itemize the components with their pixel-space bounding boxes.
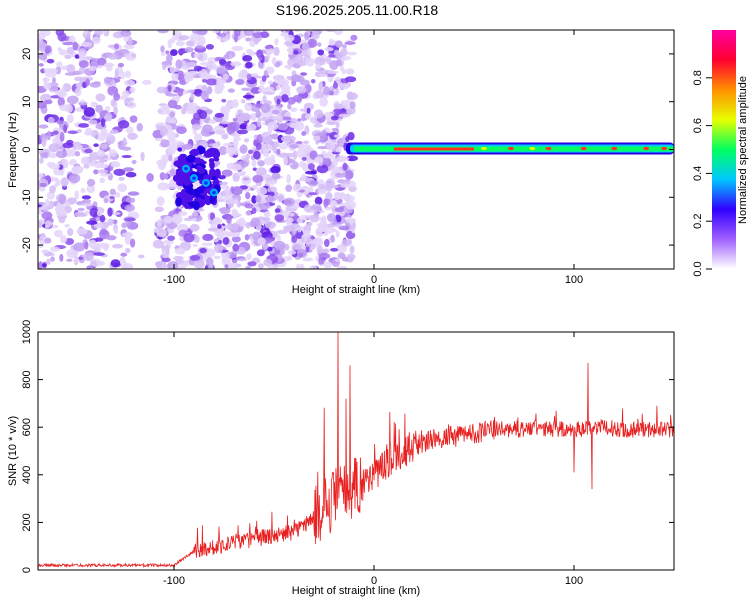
snr-y-tick-label: 600: [21, 418, 33, 436]
spectrogram-y-ticks: -20 -10 0 10 20: [21, 48, 674, 253]
spectrogram-x-axis-title: Height of straight line (km): [292, 284, 420, 296]
snr-line: [38, 332, 674, 569]
snr-y-tick-label: 200: [21, 513, 33, 531]
colorbar-tick-label: 0.0: [692, 261, 704, 276]
colorbar-tick-label: 0.4: [692, 166, 704, 181]
colorbar: 0.0 0.2 0.4 0.6 0.8 Normalized spectral ampl…: [692, 30, 749, 277]
colorbar-ticks: 0.0 0.2 0.4 0.6 0.8: [692, 70, 712, 277]
snr-y-tick-label: 800: [21, 370, 33, 388]
snr-y-tick-label: 1000: [21, 320, 33, 344]
spectrogram-y-tick-label: 20: [21, 48, 33, 60]
spectrogram-x-tick-label: 0: [371, 274, 377, 286]
spectrogram-y-tick-label: 10: [21, 96, 33, 108]
snr-x-ticks: -100 0 100: [163, 332, 583, 587]
snr-x-tick-label: -100: [163, 575, 185, 587]
snr-series: [38, 332, 674, 569]
spectrogram-y-axis-title: Frequency (Hz): [7, 112, 19, 188]
snr-x-tick-label: 0: [371, 575, 377, 587]
spectrogram-y-tick-label: -10: [21, 189, 33, 205]
colorbar-tick-label: 0.8: [692, 70, 704, 85]
snr-y-ticks: 0 200 400 600 800 1000: [21, 320, 674, 573]
spectrogram-x-tick-label: 100: [565, 274, 583, 286]
spectrogram-x-ticks: -100 0 100: [163, 30, 583, 286]
colorbar-gradient: [712, 30, 736, 269]
snr-y-tick-label: 0: [21, 567, 33, 573]
spectrogram-x-tick-label: -100: [163, 274, 185, 286]
chart-title: S196.2025.205.11.00.R18: [276, 2, 439, 18]
spectrogram-y-tick-label: -20: [21, 237, 33, 253]
snr-x-axis-title: Height of straight line (km): [292, 585, 420, 597]
colorbar-label: Normalized spectral amplitude: [737, 76, 749, 224]
colorbar-tick-label: 0.6: [692, 118, 704, 133]
spectrogram-data: [38, 30, 674, 269]
snr-x-tick-label: 100: [565, 575, 583, 587]
colorbar-tick-label: 0.2: [692, 214, 704, 229]
snr-panel: -100 0 100 0 200 400 600 800 1000 Height of str…: [7, 320, 675, 597]
snr-y-axis-title: SNR (10 * v/v): [7, 416, 19, 486]
snr-y-tick-label: 400: [21, 466, 33, 484]
spectrogram-y-tick-label: 0: [21, 146, 33, 152]
snr-frame: [37, 331, 675, 571]
